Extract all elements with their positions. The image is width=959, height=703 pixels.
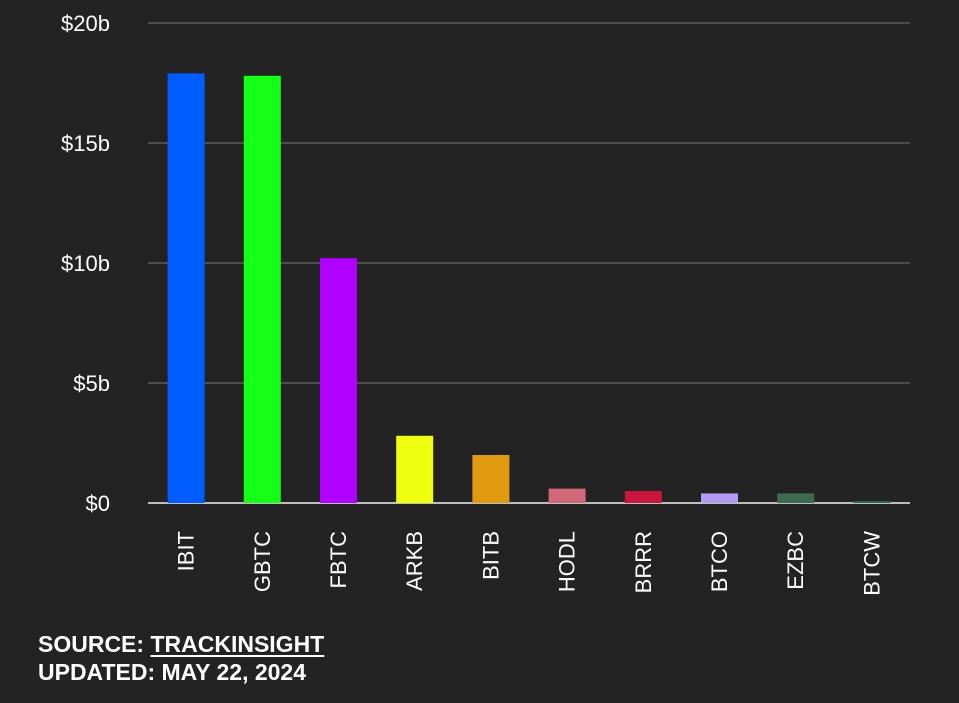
bars <box>167 73 891 504</box>
bar-btcw <box>853 501 891 503</box>
bar-arkb <box>396 435 434 503</box>
x-tick-label: FBTC <box>326 531 351 589</box>
bar-gbtc <box>243 75 281 504</box>
bar-bitb <box>472 455 510 503</box>
x-tick-label: EZBC <box>783 531 808 590</box>
y-tick-label: $10b <box>61 251 110 276</box>
bar-chart: $0 $5b $10b $15b $20b IBIT GBTC FBTC ARKB BITB HO… <box>61 11 910 596</box>
y-tick-label: $15b <box>61 131 110 156</box>
x-axis-ticks: IBIT GBTC FBTC ARKB BITB HODL BRRR BTCO EZBC BTCW <box>174 531 885 596</box>
x-tick-label: ARKB <box>402 531 427 591</box>
x-tick-label: BTCW <box>859 531 884 596</box>
bar-hodl <box>548 488 586 503</box>
chart-footer: SOURCE: TRACKINSIGHT UPDATED: MAY 22, 20… <box>38 630 324 686</box>
bar-btco <box>701 493 738 503</box>
source-link[interactable]: TRACKINSIGHT <box>150 631 325 657</box>
source-label: SOURCE: <box>38 631 145 657</box>
source-line: SOURCE: TRACKINSIGHT <box>38 630 324 658</box>
y-tick-label: $20b <box>61 11 110 36</box>
y-tick-label: $0 <box>86 491 110 516</box>
updated-date: MAY 22, 2024 <box>161 659 307 685</box>
updated-label: UPDATED: <box>38 659 156 685</box>
updated-line: UPDATED: MAY 22, 2024 <box>38 658 324 686</box>
x-tick-label: BITB <box>478 531 503 580</box>
bar-fbtc <box>320 258 357 503</box>
y-tick-label: $5b <box>73 371 110 396</box>
x-tick-label: BTCO <box>707 531 732 592</box>
x-tick-label: HODL <box>555 531 580 592</box>
x-tick-label: BRRR <box>631 531 656 593</box>
x-tick-label: IBIT <box>174 531 199 571</box>
y-axis-ticks: $0 $5b $10b $15b $20b <box>61 11 110 516</box>
bar-ezbc <box>777 493 815 503</box>
x-tick-label: GBTC <box>250 531 275 592</box>
chart-area: $0 $5b $10b $15b $20b IBIT GBTC FBTC ARKB BITB HO… <box>61 11 910 596</box>
bar-brrr <box>624 491 662 503</box>
bar-ibit <box>167 73 205 504</box>
